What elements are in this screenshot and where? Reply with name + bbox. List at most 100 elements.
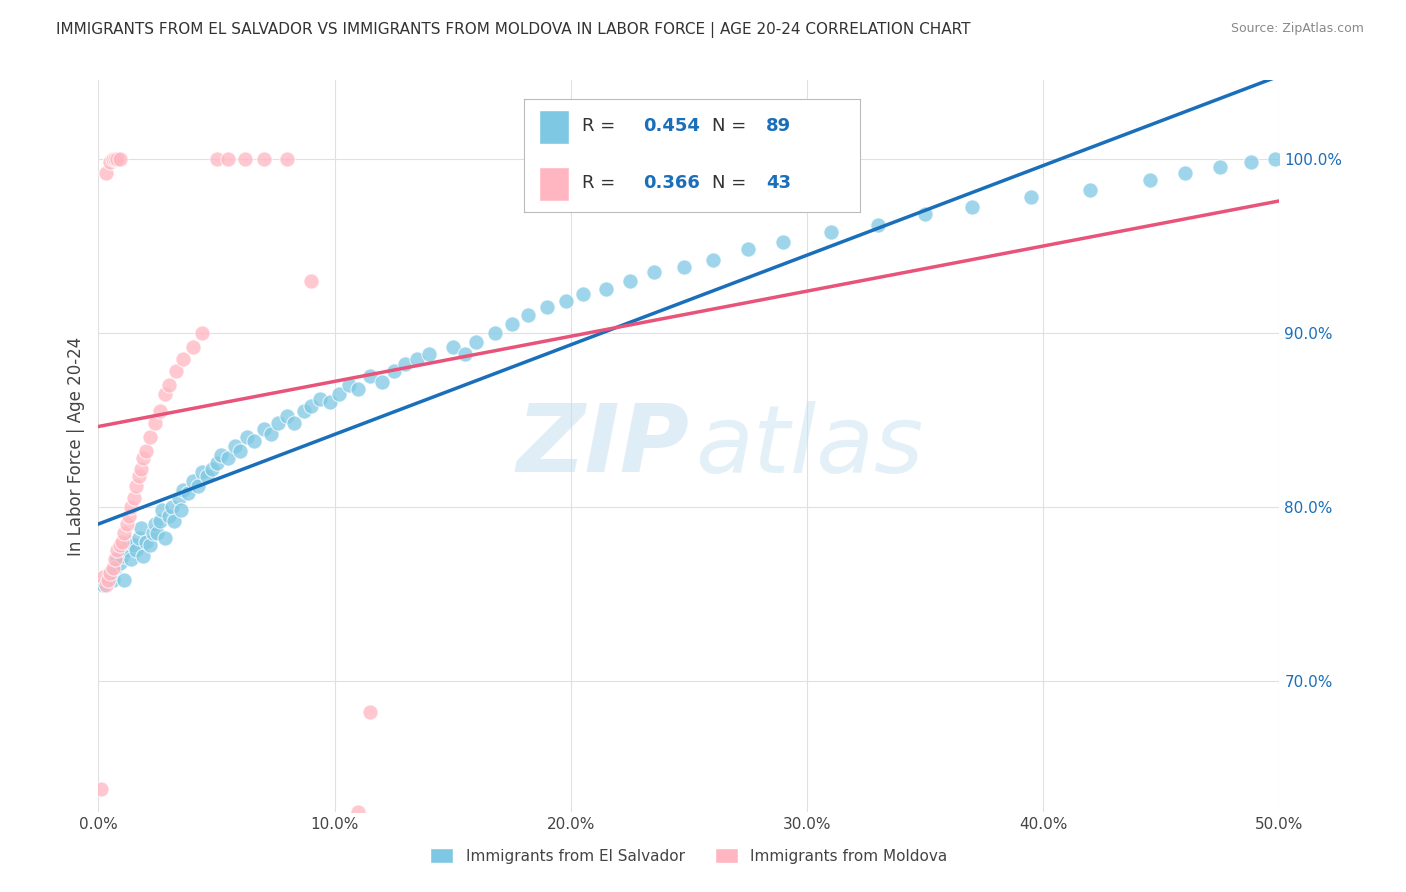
Point [347,805,370,819]
Point [153,531,176,545]
Point [371,375,394,389]
Point [406,351,429,366]
Point [143,417,166,431]
Point [465,334,488,349]
Point [128,468,150,483]
Point [149,404,172,418]
Point [101,573,124,587]
Point [643,265,665,279]
Point [181,340,204,354]
Point [236,430,259,444]
Point [1139,172,1161,186]
Point [149,514,172,528]
Point [536,300,558,314]
Point [319,395,342,409]
Point [1240,155,1263,169]
Point [1209,161,1232,175]
Point [153,386,176,401]
Point [1264,152,1286,166]
Point [267,417,290,431]
Point [150,503,173,517]
Point [243,434,266,448]
Point [104,561,127,575]
Point [167,491,190,506]
Point [394,357,416,371]
Point [292,404,315,418]
Point [91,569,114,583]
Point [165,364,187,378]
Point [673,260,696,274]
Point [1021,190,1043,204]
Point [121,552,143,566]
Point [187,479,209,493]
Point [108,152,131,166]
Point [163,514,186,528]
Point [139,538,162,552]
Point [101,152,124,166]
Point [571,287,593,301]
Point [309,392,332,406]
Text: atlas: atlas [695,401,924,491]
Point [453,347,475,361]
Point [142,526,165,541]
Point [253,421,276,435]
Point [201,461,224,475]
Point [229,444,252,458]
Point [98,566,121,581]
Point [118,508,141,523]
Point [157,508,180,523]
Point [129,521,152,535]
Point [125,543,148,558]
Point [283,417,305,431]
Point [112,573,135,587]
Point [205,457,228,471]
Point [418,347,440,361]
Point [91,578,114,592]
Point [484,326,506,340]
Point [97,569,120,583]
Point [143,517,166,532]
Point [121,500,143,514]
Point [105,152,128,166]
Point [135,534,157,549]
Point [233,152,256,166]
Point [337,378,360,392]
Point [260,426,283,441]
Point [299,274,322,288]
Point [382,364,405,378]
Point [217,451,239,466]
Point [160,500,183,514]
Point [98,155,121,169]
Point [90,782,112,797]
Point [111,534,134,549]
Point [772,235,794,250]
Point [104,552,127,566]
Point [157,378,180,392]
Point [181,474,204,488]
Point [517,309,540,323]
Point [177,486,200,500]
Point [122,491,145,506]
Point [125,479,148,493]
Point [820,225,842,239]
Point [914,207,936,221]
Point [104,152,127,166]
Point [128,531,150,545]
Point [94,578,117,592]
Point [702,252,724,267]
Text: IMMIGRANTS FROM EL SALVADOR VS IMMIGRANTS FROM MOLDOVA IN LABOR FORCE | AGE 20-2: IMMIGRANTS FROM EL SALVADOR VS IMMIGRANT… [56,22,970,38]
Point [276,409,298,424]
Point [555,294,578,309]
Point [962,201,984,215]
Point [146,526,169,541]
Point [115,517,138,532]
Point [97,573,120,587]
Point [172,483,194,497]
Point [139,430,162,444]
Point [191,465,214,479]
Point [299,399,322,413]
Point [359,706,381,720]
Point [737,242,759,256]
Point [217,152,239,166]
Point [118,534,141,549]
